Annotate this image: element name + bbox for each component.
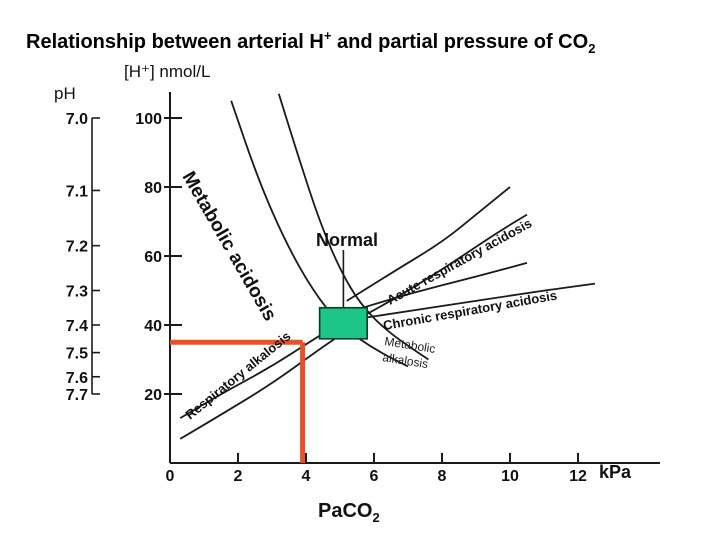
axes: 20 40 60 80 100 0 2 4 6 8 10 12 xyxy=(135,92,660,485)
x-unit-label: kPa xyxy=(599,462,632,482)
metabolic-acidosis-boundary-2 xyxy=(277,93,429,361)
x-tick-label: 12 xyxy=(569,468,587,485)
ph-tick-label: 7.6 xyxy=(66,370,88,387)
region-lines xyxy=(179,93,596,440)
paco2-marker xyxy=(170,339,306,463)
x-tick-label: 2 xyxy=(234,468,243,485)
ph-tick-label: 7.2 xyxy=(66,239,88,256)
y-tick-label: 60 xyxy=(144,249,162,266)
label-metabolic-acidosis: Metabolic acidosis xyxy=(178,168,281,325)
x-axis-label: PaCO2 xyxy=(318,500,380,525)
chronic-respiratory-acidosis-boundary-1 xyxy=(339,282,596,323)
chart-title: Relationship between arterial H+ and par… xyxy=(26,28,595,56)
respiratory-alkalosis-boundary-1 xyxy=(179,327,351,440)
y-tick-label: 20 xyxy=(144,387,162,404)
label-normal: Normal xyxy=(316,230,378,250)
y-tick-label: 100 xyxy=(135,111,162,128)
normal-region xyxy=(318,250,369,340)
ph-tick-label: 7.0 xyxy=(66,111,88,128)
x-tick-label: 0 xyxy=(166,468,175,485)
acute-respiratory-acidosis-boundary-1 xyxy=(346,213,528,326)
x-tick-label: 6 xyxy=(370,468,379,485)
y-tick-label: 40 xyxy=(144,318,162,335)
normal-range-box xyxy=(318,306,369,340)
metabolic-acidosis-boundary-1 xyxy=(230,100,409,368)
y-tick-label: 80 xyxy=(144,180,162,197)
x-tick-label: 4 xyxy=(302,468,311,485)
ph-tick-label: 7.4 xyxy=(66,318,88,335)
x-tick-label: 8 xyxy=(438,468,447,485)
ph-tick-label: 7.3 xyxy=(66,284,88,301)
ph-axis-label: pH xyxy=(54,84,76,103)
ph-tick-label: 7.1 xyxy=(66,183,88,200)
x-tick-label: 10 xyxy=(501,468,519,485)
chronic-respiratory-acidosis-boundary-2 xyxy=(339,262,528,316)
y-axis-label: [H⁺] nmol/L xyxy=(124,62,210,81)
ph-tick-label: 7.5 xyxy=(66,346,88,363)
acute-respiratory-acidosis-boundary-2 xyxy=(346,186,511,302)
ph-scale: 7.0 7.1 7.2 7.3 7.4 7.5 7.67.7 xyxy=(66,111,100,404)
ph-tick-label: 7.7 xyxy=(66,387,88,404)
